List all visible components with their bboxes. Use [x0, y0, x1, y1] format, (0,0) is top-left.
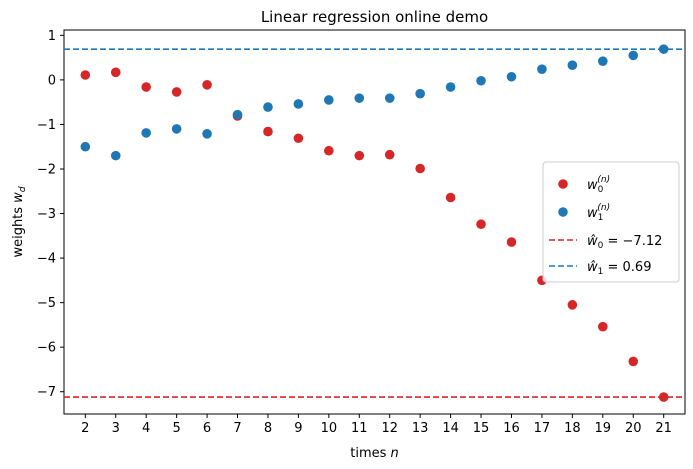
y-axis: 1 0 −1 −2 −3 −4 −5 −6 −7: [37, 29, 64, 400]
data-point-w1: [232, 109, 243, 120]
x-tick-label: 16: [503, 421, 520, 436]
x-tick-label: 6: [203, 421, 211, 436]
x-tick-label: 3: [112, 421, 120, 436]
y-axis-label-text: weights: [11, 203, 26, 258]
data-point-w1: [110, 150, 121, 161]
data-point-w0: [476, 219, 486, 230]
x-axis: 2 3 4 5 6 7 8 9 10 11 12 13 14 15 16 17 18 19 20 21: [81, 414, 672, 436]
x-tick-label: 9: [294, 421, 302, 436]
x-tick-label: 15: [473, 421, 490, 436]
data-point-w1: [415, 88, 425, 99]
data-point-w0: [628, 356, 639, 367]
x-tick-label: 14: [442, 421, 459, 436]
y-axis-label-sub: d: [18, 186, 28, 192]
legend-label-w-hat0: ŵ0 = −7.12: [587, 234, 662, 251]
data-point-w1: [658, 44, 669, 54]
x-axis-label: times n: [350, 446, 399, 461]
y-tick-label: −7: [37, 385, 56, 400]
data-point-w0: [110, 67, 121, 78]
y-tick-label: −3: [37, 207, 56, 222]
x-tick-label: 2: [81, 421, 89, 436]
x-tick-label: 7: [233, 421, 241, 436]
data-point-w1: [445, 82, 456, 92]
data-point-w1: [537, 64, 547, 75]
data-point-w1: [506, 71, 517, 82]
y-tick-label: −2: [37, 162, 56, 177]
plot-area: [63, 29, 686, 415]
data-point-w1: [202, 128, 212, 139]
data-point-w1: [567, 60, 578, 70]
y-axis-label-var: w: [11, 192, 26, 203]
data-point-w0: [324, 145, 334, 156]
x-tick-label: 19: [595, 421, 612, 436]
data-point-w1: [598, 56, 608, 66]
data-point-w0: [80, 70, 91, 80]
y-axis-label: weights wd: [11, 186, 28, 257]
legend-label-w-hat1: ŵ1 = 0.69: [587, 260, 651, 277]
data-point-w1: [354, 93, 365, 103]
legend-marker-w0: [558, 179, 568, 189]
x-axis-label-var: n: [391, 446, 399, 461]
data-point-w0: [141, 82, 151, 92]
y-tick-label: −6: [37, 341, 56, 356]
x-tick-label: 18: [564, 421, 581, 436]
y-tick-label: 0: [48, 73, 56, 88]
data-point-w0: [384, 149, 395, 160]
y-tick-label: 1: [48, 29, 56, 44]
data-point-w1: [263, 102, 273, 112]
x-axis-label-text: times: [350, 446, 390, 461]
data-point-w1: [141, 128, 151, 138]
data-point-w1: [476, 75, 486, 86]
chart-title: Linear regression online demo: [261, 8, 488, 26]
data-point-w0: [263, 126, 273, 137]
data-point-w1: [293, 99, 304, 109]
x-tick-label: 13: [412, 421, 429, 436]
x-tick-label: 8: [264, 421, 272, 436]
data-point-w0: [415, 163, 425, 174]
x-tick-label: 12: [381, 421, 398, 436]
data-point-w0: [354, 150, 365, 161]
data-point-w1: [628, 50, 639, 61]
data-point-w0: [658, 392, 669, 402]
data-point-w0: [293, 133, 304, 144]
data-point-w0: [445, 192, 456, 203]
x-tick-label: 11: [351, 421, 368, 436]
data-point-w1: [80, 141, 91, 152]
x-tick-label: 20: [625, 421, 642, 436]
legend-label-w1: w1(n): [587, 203, 610, 223]
legend: w0(n) w1(n) ŵ0 = −7.12 ŵ1 = 0.69: [542, 161, 680, 283]
x-tick-label: 17: [534, 421, 551, 436]
legend-box: [542, 161, 680, 283]
data-point-w0: [506, 237, 517, 247]
x-tick-label: 21: [655, 421, 672, 436]
data-point-w1: [324, 95, 334, 105]
data-point-w0: [171, 87, 182, 97]
x-tick-label: 10: [321, 421, 338, 436]
data-point-w1: [384, 93, 395, 103]
data-point-w0: [567, 300, 578, 310]
data-point-w0: [202, 79, 212, 90]
plot-frame: [63, 29, 686, 415]
y-tick-label: −1: [37, 118, 56, 133]
y-tick-label: −5: [37, 296, 56, 311]
y-tick-label: −4: [37, 252, 56, 267]
x-tick-label: 4: [142, 421, 150, 436]
data-point-w0: [598, 321, 608, 332]
x-tick-label: 5: [172, 421, 180, 436]
legend-marker-w1: [558, 207, 568, 217]
legend-label-w0: w0(n): [587, 175, 610, 195]
data-point-w1: [171, 124, 182, 134]
